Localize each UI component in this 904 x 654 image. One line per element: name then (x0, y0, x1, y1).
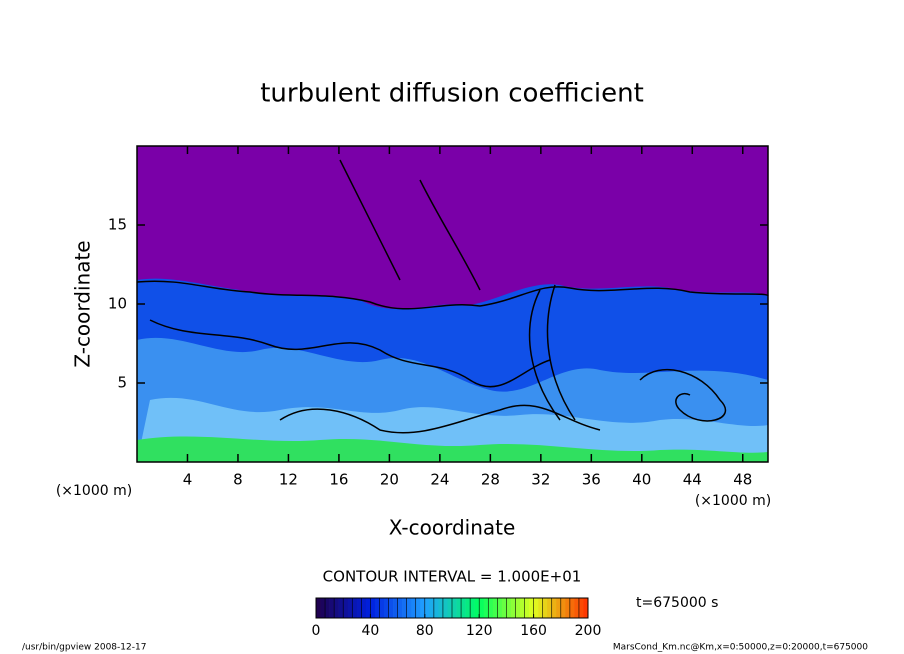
colorbar-cell (465, 598, 471, 618)
colorbar-cell (456, 598, 462, 618)
colorbar-cell (374, 598, 380, 618)
colorbar-cell (547, 598, 553, 618)
colorbar-cell (551, 598, 557, 618)
colorbar-cell (438, 598, 444, 618)
x-tick-label: 32 (531, 471, 550, 489)
colorbar-cell (429, 598, 435, 618)
time-label: t=675000 s (636, 595, 718, 611)
colorbar-cell (361, 598, 367, 618)
x-tick-label: 40 (632, 471, 651, 489)
x-tick-label: 20 (380, 471, 399, 489)
colorbar-cell (320, 598, 326, 618)
colorbar-cell (316, 598, 321, 618)
colorbar-cell (538, 598, 543, 618)
colorbar-cell (479, 598, 485, 618)
colorbar-cell (420, 598, 426, 618)
colorbar-cell (343, 598, 349, 618)
colorbar-cell (583, 598, 589, 618)
colorbar-tick-label: 200 (575, 623, 602, 639)
colorbar-cell (578, 598, 584, 618)
colorbar-cell (325, 598, 330, 618)
colorbar-cell (452, 598, 457, 618)
contour-interval: CONTOUR INTERVAL = 1.000E+01 (323, 568, 582, 586)
colorbar-cell (461, 598, 466, 618)
colorbar-cell (393, 598, 398, 618)
x-axis-unit: (×1000 m) (695, 493, 771, 509)
colorbar-cell (442, 598, 448, 618)
field (136, 145, 769, 463)
colorbar-cell (520, 598, 525, 618)
colorbar-cell (411, 598, 417, 618)
colorbar-cell (352, 598, 358, 618)
colorbar-cell (356, 598, 362, 618)
colorbar-cell (515, 598, 521, 618)
colorbar-cell (397, 598, 403, 618)
x-tick-label: 44 (683, 471, 702, 489)
x-tick-label: 48 (733, 471, 752, 489)
y-axis-label: Z-coordinate (71, 240, 95, 367)
colorbar-cell (338, 598, 344, 618)
colorbar-cell (556, 598, 562, 618)
colorbar-cell (334, 598, 339, 618)
colorbar-tick-label: 40 (361, 623, 379, 639)
colorbar-cell (488, 598, 494, 618)
colorbar-tick-label: 160 (520, 623, 547, 639)
colorbar-cell (347, 598, 353, 618)
colorbar-cell (524, 598, 530, 618)
y-tick-label: 10 (108, 295, 127, 313)
footer-right: MarsCond_Km.nc@Km,x=0:50000,z=0:20000,t=… (613, 643, 868, 653)
colorbar-cell (424, 598, 430, 618)
colorbar-cell (560, 598, 566, 618)
x-tick-label: 24 (430, 471, 449, 489)
colorbar-cell (497, 598, 503, 618)
colorbar-tick-label: 120 (466, 623, 493, 639)
colorbar-cell (510, 598, 516, 618)
colorbar-cell (483, 598, 489, 618)
colorbar-cell (529, 598, 534, 618)
x-axis-label: X-coordinate (389, 516, 516, 540)
y-axis-unit: (×1000 m) (56, 483, 132, 499)
chart-title: turbulent diffusion coefficient (260, 79, 644, 109)
y-tick-label: 5 (117, 374, 127, 392)
colorbar-tick-label: 80 (416, 623, 434, 639)
colorbar-cell (365, 598, 371, 618)
x-tick-label: 28 (481, 471, 500, 489)
colorbar-frame (315, 597, 589, 619)
colorbar-cell (379, 598, 385, 618)
x-tick-label: 4 (183, 471, 193, 489)
x-tick-label: 36 (582, 471, 601, 489)
colorbar-cell (406, 598, 412, 618)
footer-left: /usr/bin/gpview 2008-12-17 (22, 643, 146, 653)
colorbar-tick-label: 0 (312, 623, 321, 639)
colorbar-cell (501, 598, 507, 618)
colorbar-cell (506, 598, 512, 618)
colorbar-cell (470, 598, 475, 618)
contour-lines (136, 159, 769, 434)
colorbar-cell (384, 598, 389, 618)
x-tick-label: 16 (329, 471, 348, 489)
colorbar-cell (533, 598, 539, 618)
colorbar-cell (574, 598, 580, 618)
colorbar-cell (433, 598, 439, 618)
x-tick-label: 12 (279, 471, 298, 489)
colorbar-cell (388, 598, 394, 618)
y-tick-label: 15 (108, 216, 127, 234)
colorbar-cell (542, 598, 548, 618)
colorbar-cell (370, 598, 376, 618)
colorbar-cell (447, 598, 453, 618)
colorbar-cell (474, 598, 480, 618)
colorbar-cell (569, 598, 575, 618)
colorbar-cell (415, 598, 421, 618)
colorbar-cell (402, 598, 407, 618)
field-region (137, 436, 768, 462)
x-tick-label: 8 (233, 471, 243, 489)
colorbar-cell (329, 598, 335, 618)
colorbar-cell (492, 598, 498, 618)
colorbar-cell (565, 598, 571, 618)
